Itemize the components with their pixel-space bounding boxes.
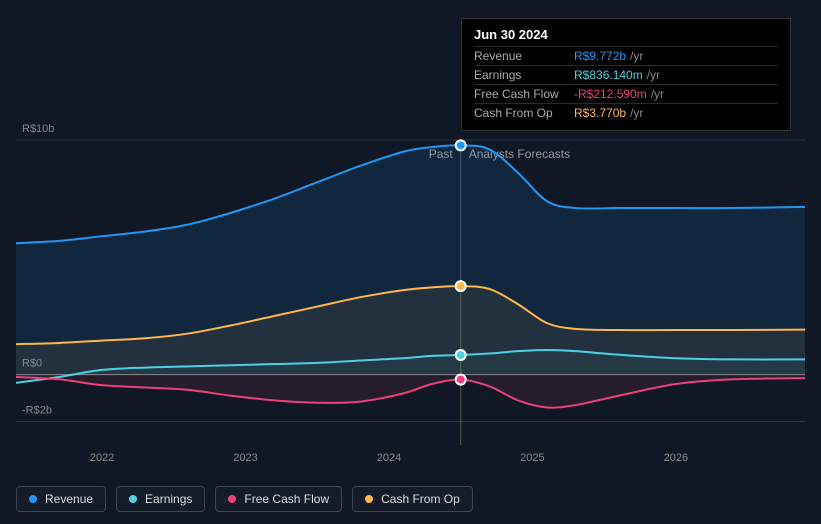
legend-dot-icon [228, 495, 236, 503]
tooltip-row-label: Earnings [474, 68, 574, 82]
tooltip-title: Jun 30 2024 [474, 27, 778, 42]
legend-item-cash_op[interactable]: Cash From Op [352, 486, 473, 512]
tooltip-row-value: -R$212.590m [574, 87, 647, 101]
marker-fcf [456, 375, 466, 385]
x-axis-label: 2025 [520, 452, 544, 464]
legend-item-fcf[interactable]: Free Cash Flow [215, 486, 342, 512]
tooltip-row: Free Cash Flow-R$212.590m/yr [474, 84, 778, 103]
tooltip-row-value: R$836.140m [574, 68, 643, 82]
x-axis-label: 2023 [233, 452, 257, 464]
tooltip-row-value: R$9.772b [574, 49, 626, 63]
tooltip-row-unit: /yr [647, 68, 660, 82]
legend-dot-icon [29, 495, 37, 503]
x-axis-label: 2024 [377, 452, 401, 464]
marker-cash_op [456, 281, 466, 291]
legend-label: Revenue [45, 492, 93, 506]
legend-item-earnings[interactable]: Earnings [116, 486, 205, 512]
chart-legend: Revenue Earnings Free Cash Flow Cash From O… [16, 486, 473, 512]
tooltip-row: Cash From OpR$3.770b/yr [474, 103, 778, 122]
tooltip-row: EarningsR$836.140m/yr [474, 65, 778, 84]
x-axis-label: 2022 [90, 452, 114, 464]
legend-dot-icon [129, 495, 137, 503]
y-axis-label: R$10b [22, 123, 54, 135]
legend-item-revenue[interactable]: Revenue [16, 486, 106, 512]
legend-label: Earnings [145, 492, 192, 506]
tooltip-row-label: Free Cash Flow [474, 87, 574, 101]
legend-label: Cash From Op [381, 492, 460, 506]
tooltip-row-value: R$3.770b [574, 106, 626, 120]
tooltip-row-unit: /yr [630, 49, 643, 63]
legend-label: Free Cash Flow [244, 492, 329, 506]
hover-tooltip: Jun 30 2024 RevenueR$9.772b/yrEarningsR$… [461, 18, 791, 131]
y-axis-label: -R$2b [22, 405, 52, 417]
tooltip-row-unit: /yr [630, 106, 643, 120]
marker-earnings [456, 350, 466, 360]
tooltip-row-label: Cash From Op [474, 106, 574, 120]
tooltip-row-label: Revenue [474, 49, 574, 63]
tooltip-row-unit: /yr [651, 87, 664, 101]
tooltip-row: RevenueR$9.772b/yr [474, 46, 778, 65]
legend-dot-icon [365, 495, 373, 503]
x-axis-label: 2026 [664, 452, 688, 464]
marker-revenue [456, 140, 466, 150]
